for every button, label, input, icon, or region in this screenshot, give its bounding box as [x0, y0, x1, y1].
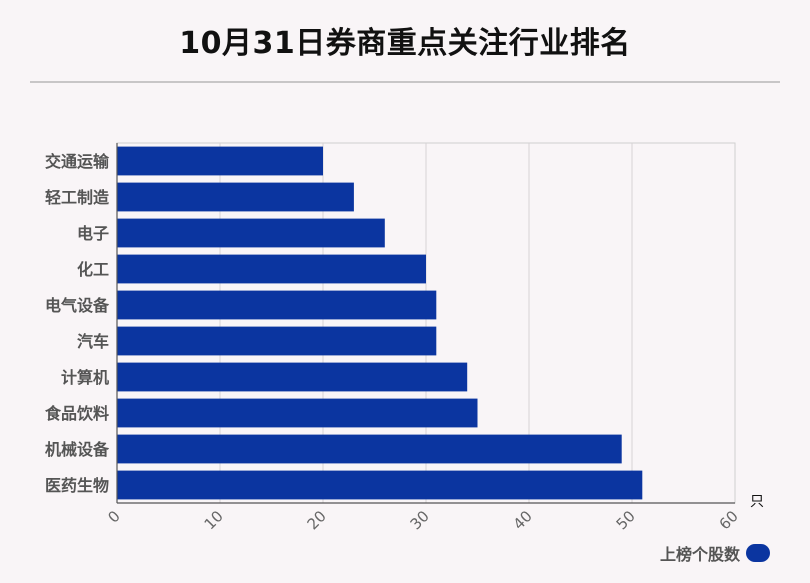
- x-unit-label: 只: [750, 494, 764, 510]
- category-label: 汽车: [77, 332, 109, 351]
- tick-labels: 0 10 20 30 40 50 60: [104, 507, 741, 533]
- bar: [117, 470, 643, 500]
- category-label: 机械设备: [45, 440, 110, 459]
- x-tick-label: 10: [201, 507, 227, 533]
- bar: [117, 434, 622, 464]
- bar: [117, 326, 437, 356]
- category-label: 交通运输: [45, 152, 110, 171]
- bar: [117, 290, 437, 320]
- category-label: 计算机: [61, 368, 109, 387]
- category-label: 轻工制造: [45, 188, 110, 207]
- x-tick-label: 60: [716, 507, 742, 533]
- category-label: 化工: [77, 260, 109, 279]
- bar: [117, 362, 468, 392]
- bar: [117, 398, 478, 428]
- legend-label: 上榜个股数: [659, 545, 740, 564]
- x-tick-label: 40: [510, 507, 536, 533]
- category-label: 医药生物: [45, 476, 109, 495]
- bars: [117, 146, 643, 500]
- legend: 上榜个股数: [660, 541, 770, 565]
- x-tick-label: 0: [104, 507, 123, 526]
- bar: [117, 146, 323, 176]
- bar: [117, 218, 385, 248]
- legend-swatch: [746, 544, 770, 562]
- x-tick-label: 20: [304, 507, 330, 533]
- category-label: 电子: [77, 224, 109, 243]
- title-divider: [30, 81, 780, 83]
- chart-title: 10月31日券商重点关注行业排名: [179, 26, 631, 61]
- category-label: 电气设备: [45, 296, 110, 315]
- x-tick-label: 30: [407, 507, 433, 533]
- category-label: 食品饮料: [44, 404, 109, 423]
- x-tick-label: 50: [613, 507, 639, 533]
- bar: [117, 254, 426, 284]
- bar: [117, 182, 354, 212]
